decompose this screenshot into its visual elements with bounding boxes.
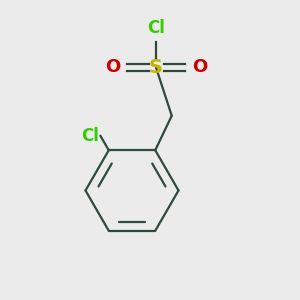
Text: O: O xyxy=(192,58,207,76)
Text: Cl: Cl xyxy=(147,19,165,37)
Text: Cl: Cl xyxy=(81,127,99,145)
Text: O: O xyxy=(105,58,120,76)
Text: S: S xyxy=(149,58,163,77)
